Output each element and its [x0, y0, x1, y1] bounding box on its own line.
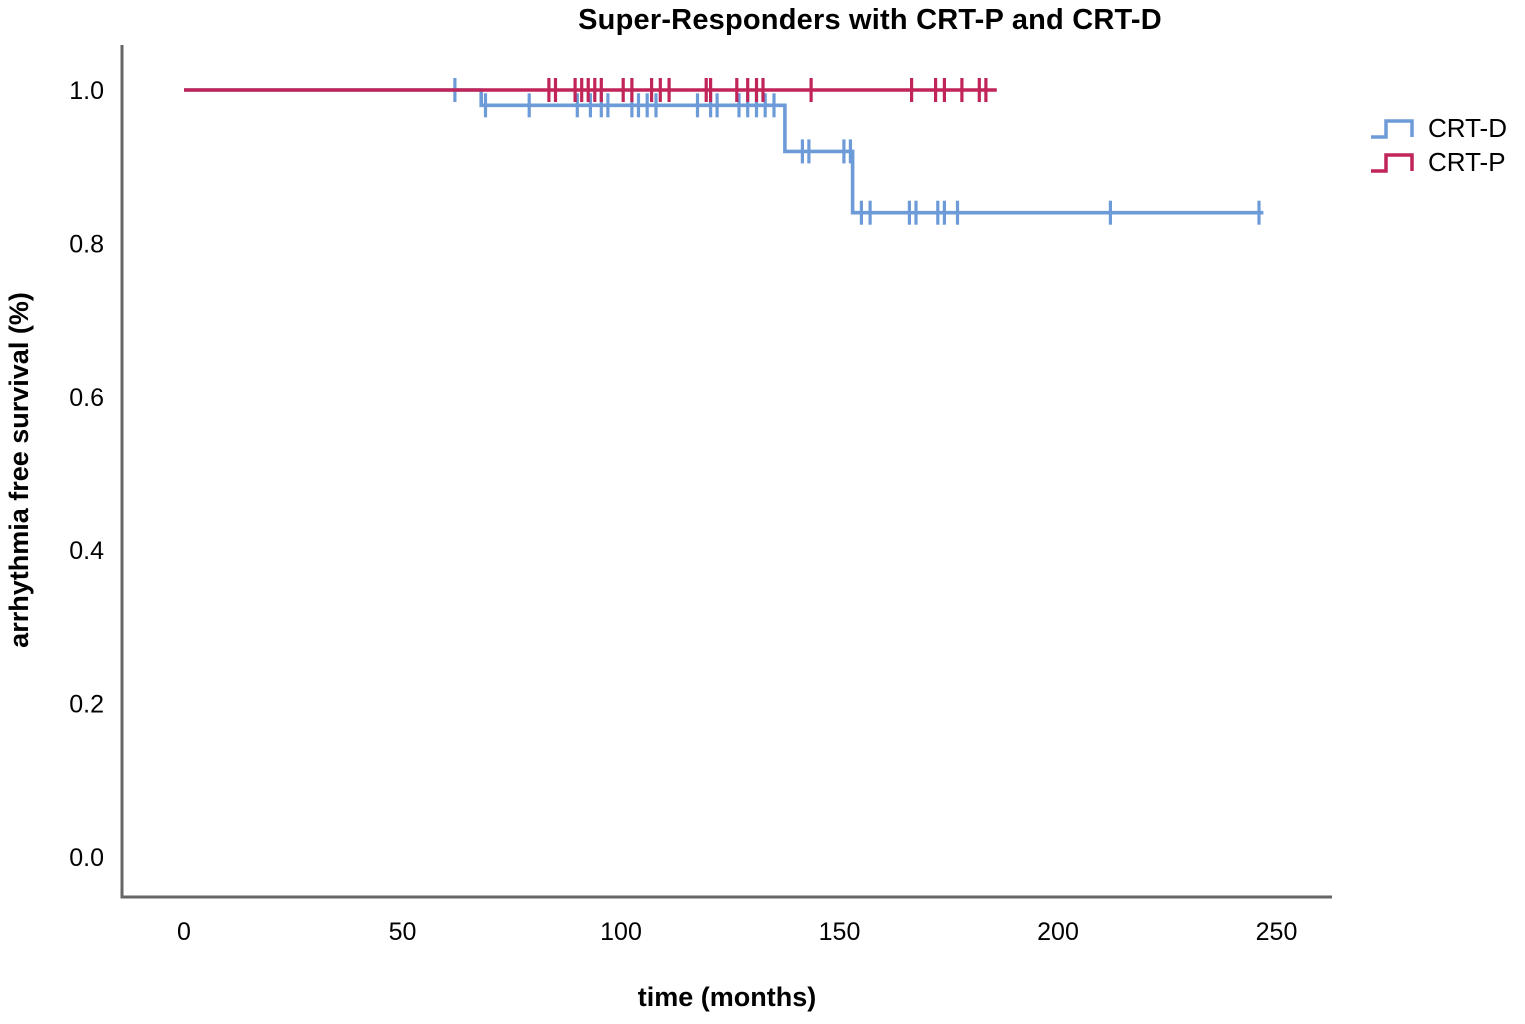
x-tick-label-50: 50 [389, 918, 417, 946]
x-tick-label-100: 100 [600, 918, 642, 946]
x-axis-title: time (months) [637, 982, 817, 1012]
legend-entry-crt-p: CRT-P [1368, 146, 1507, 178]
crt-p-step-line-icon [1371, 153, 1414, 173]
x-tick-label-200: 200 [1037, 918, 1079, 946]
chart-title: Super-Responders with CRT-P and CRT-D [578, 4, 1162, 36]
series-crt-d [184, 78, 1264, 225]
x-tick-label-0: 0 [177, 918, 191, 946]
survival-curve-crt-d [184, 88, 1264, 215]
y-tick-label-1.0: 1.0 [69, 77, 104, 105]
series-crt-p [184, 78, 997, 102]
y-tick-label-0.6: 0.6 [69, 384, 104, 412]
crt-d-step-line-icon [1371, 119, 1414, 139]
y-tick-label-0.2: 0.2 [69, 691, 104, 719]
y-tick-label-0.8: 0.8 [69, 230, 104, 258]
y-tick-label-0.0: 0.0 [69, 844, 104, 872]
y-tick-label-0.4: 0.4 [69, 537, 104, 565]
x-tick-label-150: 150 [819, 918, 861, 946]
legend-label-crt-p: CRT-P [1428, 147, 1506, 177]
x-tick-label-250: 250 [1256, 918, 1298, 946]
legend-entry-crt-d: CRT-D [1368, 112, 1507, 144]
legend-label-crt-d: CRT-D [1428, 113, 1507, 143]
legend: CRT-D CRT-P [1368, 112, 1507, 178]
